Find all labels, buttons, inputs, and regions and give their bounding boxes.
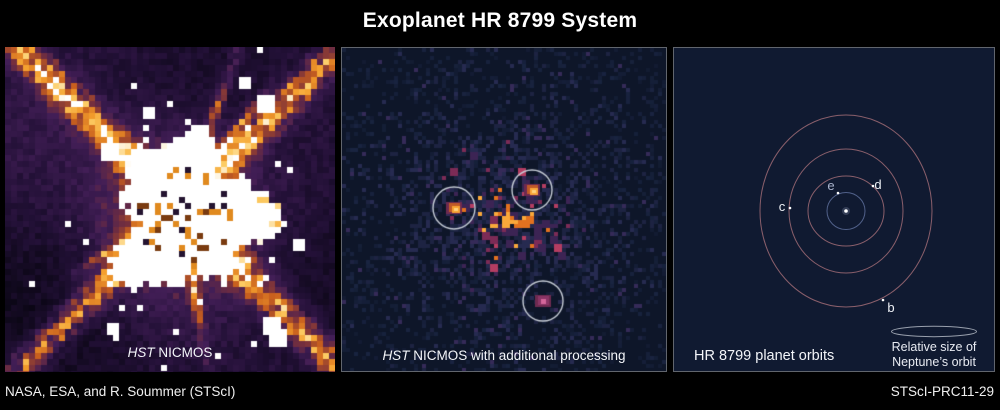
caption-raw: HST NICMOS bbox=[5, 345, 335, 360]
orbit-d bbox=[807, 175, 885, 247]
planet-dot-e bbox=[836, 191, 840, 195]
figure-title: Exoplanet HR 8799 System bbox=[362, 9, 638, 32]
star-hr8799 bbox=[844, 209, 848, 213]
processed-image-canvas bbox=[342, 48, 666, 371]
neptune-orbit-ellipse bbox=[891, 325, 977, 338]
panel-processed-image: HST NICMOS with additional processing bbox=[341, 47, 667, 372]
caption-orbits: HR 8799 planet orbits bbox=[694, 348, 835, 364]
orbit-svg: e d c b bbox=[759, 114, 977, 338]
planet-label-c: c bbox=[779, 199, 786, 214]
planet-dot-b bbox=[881, 298, 885, 302]
neptune-orbit-note: Relative size of Neptune’s orbit bbox=[862, 340, 1000, 370]
orbit-c bbox=[788, 148, 904, 274]
release-id-text: STScI-PRC11-29 bbox=[890, 384, 994, 399]
orbit-b bbox=[759, 114, 933, 308]
neptune-note-line2: Neptune’s orbit bbox=[892, 355, 976, 369]
planet-dot-c bbox=[788, 206, 792, 210]
planet-label-e: e bbox=[827, 178, 834, 193]
panel-orbit-diagram: e d c b HR 8799 planet orbits Relative size… bbox=[673, 47, 995, 372]
caption-processed-text: NICMOS with additional processing bbox=[413, 348, 626, 363]
planet-label-d: d bbox=[874, 177, 881, 192]
neptune-note-line1: Relative size of bbox=[891, 340, 977, 354]
orbit-e bbox=[826, 192, 866, 230]
caption-processed: HST NICMOS with additional processing bbox=[342, 348, 666, 363]
planet-dot-d bbox=[871, 184, 875, 188]
caption-raw-instrument: HST bbox=[127, 345, 155, 360]
planet-label-b: b bbox=[887, 300, 894, 315]
credit-text: NASA, ESA, and R. Soummer (STScI) bbox=[5, 384, 236, 399]
panel-raw-image: HST NICMOS bbox=[5, 47, 335, 372]
caption-processed-instrument: HST bbox=[382, 348, 410, 363]
caption-raw-text: NICMOS bbox=[158, 345, 213, 360]
raw-image-canvas bbox=[5, 47, 335, 372]
